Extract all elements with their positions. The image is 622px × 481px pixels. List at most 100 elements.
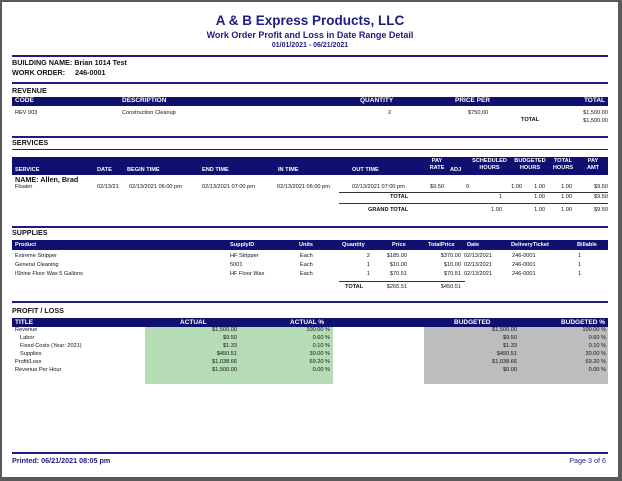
- pl-title: Labor: [20, 335, 35, 341]
- pl-budgeted: $450.51: [496, 351, 517, 357]
- service-begin-time: 02/13/2021 06:00 pm: [129, 184, 182, 190]
- supply-quantity: 2: [366, 253, 370, 259]
- supply-quantity: 1: [366, 271, 370, 277]
- work-order: WORK ORDER: 246-0001: [12, 68, 106, 77]
- divider: [12, 55, 608, 57]
- divider: [339, 203, 608, 204]
- supply-billable: 1: [578, 253, 582, 259]
- divider: [339, 192, 608, 193]
- service-budgeted-hours: 1.00: [534, 184, 545, 190]
- divider: [339, 281, 465, 282]
- pl-budgeted: $1,038.66: [492, 359, 517, 365]
- col-billable: Billable: [577, 242, 597, 248]
- col-total-hours: TOTAL HOURS: [552, 158, 574, 171]
- supply-delivery-ticket: 246-0001: [512, 262, 536, 268]
- table-row: Extreme Stripper HF Stripper Each 2 $185…: [12, 253, 608, 262]
- table-row: General Cleaning 5001 Each 1 $10.00 $10.…: [12, 262, 608, 271]
- pl-actual: $1,038.66: [212, 359, 237, 365]
- supplies-total-total-price: $450.51: [440, 284, 461, 290]
- col-description: DESCRIPTION: [122, 97, 167, 104]
- col-code: CODE: [15, 97, 34, 104]
- pl-actual-pct: 100.00 %: [306, 327, 330, 333]
- col-actual: ACTUAL: [180, 319, 207, 326]
- services-grand-budgeted: 1.00: [534, 207, 545, 213]
- supply-product: IShine Floor Wax 5 Gallons: [15, 271, 83, 277]
- table-row: Revenue Per Hour $1,500.00 0.00 % $0.00 …: [12, 367, 608, 375]
- revenue-total-label: TOTAL: [521, 117, 540, 123]
- table-row: Revenue $1,500.00 100.00 % $1,500.00 100…: [12, 327, 608, 335]
- col-date: DATE: [97, 167, 112, 173]
- col-in-time: IN TIME: [278, 167, 299, 173]
- col-service: SERVICE: [15, 167, 40, 173]
- supply-price: $70.51: [389, 271, 407, 277]
- revenue-description: Construction Cleanup: [122, 110, 176, 116]
- pl-actual-pct: 0.10 %: [312, 343, 330, 349]
- col-adj: ADJ: [450, 167, 462, 173]
- col-end-time: END TIME: [202, 167, 229, 173]
- supply-billable: 1: [578, 262, 582, 268]
- services-grand-scheduled: 1.00: [491, 207, 502, 213]
- pl-budgeted: $1,500.00: [492, 327, 517, 333]
- service-pay-amt: $9.50: [594, 184, 608, 190]
- service-pay-rate: $9.50: [430, 184, 444, 190]
- pl-budgeted-pct: 69.20 %: [585, 359, 606, 365]
- service-name: Floater: [15, 184, 33, 190]
- pl-title: Revenue Per Hour: [15, 367, 62, 373]
- report-page: A & B Express Products, LLC Work Order P…: [2, 2, 618, 477]
- services-grand-total-label: GRAND TOTAL: [368, 207, 409, 213]
- supply-total-price: $10.00: [443, 262, 461, 268]
- revenue-price-per: $750.00: [468, 110, 489, 116]
- divider: [12, 82, 608, 84]
- pl-title: Supplies: [20, 351, 42, 357]
- report-company-title: A & B Express Products, LLC: [215, 13, 405, 28]
- col-scheduled-hours: SCHEDULED HOURS: [472, 158, 507, 171]
- pl-actual-pct: 0.60 %: [312, 335, 330, 341]
- supply-delivery-ticket: 246-0001: [512, 271, 536, 277]
- services-grand-pay: $9.50: [594, 207, 608, 213]
- divider: [12, 136, 608, 138]
- page-number: Page 3 of 6: [569, 456, 606, 465]
- pl-budgeted-pct: 0.00 %: [588, 367, 606, 373]
- table-row: Supplies $450.51 30.00 % $450.51 30.00 %: [12, 351, 608, 359]
- report-title: Work Order Profit and Loss in Date Range…: [206, 30, 414, 40]
- pl-actual-pct: 0.00 %: [312, 367, 330, 373]
- col-total-price: TotalPrice: [428, 242, 455, 248]
- pl-actual: $450.51: [216, 351, 237, 357]
- service-in-time: 02/13/2021 06:00 pm: [277, 184, 330, 190]
- pl-actual: $1,500.00: [212, 367, 237, 373]
- supplies-total-label: TOTAL: [345, 284, 364, 290]
- col-price: Price: [392, 242, 406, 248]
- service-end-time: 02/13/2021 07:00 pm: [202, 184, 255, 190]
- supply-total-price: $370.00: [440, 253, 461, 259]
- pl-actual-pct: 69.20 %: [309, 359, 330, 365]
- pl-budgeted-pct: 0.60 %: [588, 335, 606, 341]
- services-total-scheduled: 1: [498, 194, 502, 200]
- table-row: Fixed Costs (Year: 2021) $1.33 0.10 % $1…: [12, 343, 608, 351]
- col-delivery-ticket: DeliveryTicket: [511, 242, 549, 248]
- actual-column-band: [145, 327, 333, 384]
- pl-budgeted: $0.00: [503, 367, 517, 373]
- pl-budgeted-pct: 30.00 %: [585, 351, 606, 357]
- col-out-time: OUT TIME: [352, 167, 379, 173]
- services-total-pay: $9.50: [594, 194, 608, 200]
- pl-budgeted-pct: 0.10 %: [588, 343, 606, 349]
- services-section-title: SERVICES: [12, 138, 49, 147]
- supply-product: General Cleaning: [15, 262, 59, 268]
- table-row: Profit/Loss $1,038.66 69.20 % $1,038.66 …: [12, 359, 608, 367]
- supply-units: Each: [300, 262, 313, 268]
- supply-price: $185.00: [386, 253, 407, 259]
- col-quantity: Quantity: [342, 242, 365, 248]
- col-price-per: PRICE PER: [455, 97, 491, 104]
- col-budgeted: BUDGETED: [454, 319, 491, 326]
- services-total-budgeted: 1.00: [534, 194, 545, 200]
- service-out-time: 02/13/2021 07:00 pm: [352, 184, 405, 190]
- col-pay-rate: PAY RATE: [429, 158, 445, 171]
- revenue-code: REV 003: [15, 110, 38, 116]
- supply-total-price: $70.51: [443, 271, 461, 277]
- divider: [12, 226, 608, 228]
- employee-name: NAME: Allen, Brad: [15, 175, 79, 184]
- supply-units: Each: [300, 271, 313, 277]
- supplies-section-title: SUPPLIES: [12, 228, 48, 237]
- supply-date: 02/13/2021: [464, 262, 492, 268]
- col-budgeted-hours: BUDGETED HOURS: [514, 158, 546, 171]
